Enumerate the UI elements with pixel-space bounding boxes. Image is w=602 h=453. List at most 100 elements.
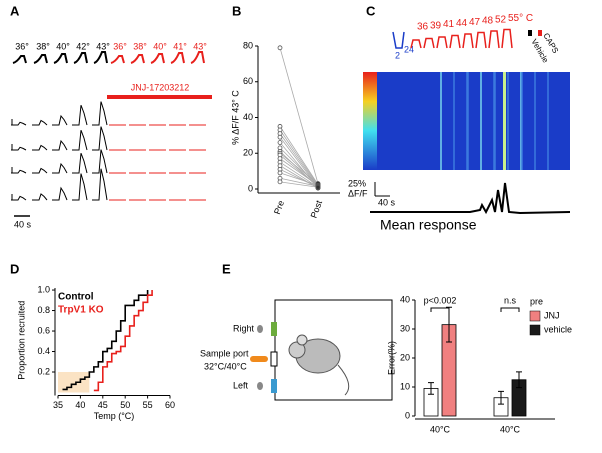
legend-label: pre: [530, 296, 543, 306]
legend-label: TrpV1 KO: [58, 305, 104, 316]
trace: [92, 149, 108, 174]
temp-label: 40°: [56, 41, 70, 51]
trace: [11, 195, 27, 201]
trace: [32, 193, 48, 201]
bracket: [430, 307, 450, 312]
temp-label: 36: [417, 22, 429, 33]
pair-line: [279, 147, 319, 186]
heatmap-stripe: [503, 72, 506, 170]
trace: [11, 146, 27, 151]
trace: [11, 121, 27, 126]
y-tick-label: 60: [243, 76, 253, 86]
x-tick-label: 40: [75, 400, 85, 410]
bracket: [500, 307, 520, 312]
stimulus: [12, 55, 27, 64]
temp-label: 36°: [15, 41, 29, 51]
point: [277, 179, 283, 185]
pair-line: [279, 181, 319, 188]
pair-line: [279, 158, 319, 186]
y-tick-label: 0.8: [37, 305, 50, 315]
error-bar: [498, 390, 504, 405]
pair-line: [279, 172, 319, 186]
legend-label: JNJ: [544, 310, 560, 320]
trace: [92, 168, 108, 201]
trace: [92, 126, 108, 151]
panel-a: JNJ-17203212 40 s 36° 38° 40° 42° 43° 36° 38° 4…: [11, 41, 212, 229]
pair-line: [279, 129, 319, 186]
heatmap-stripe: [547, 72, 549, 170]
drop: [257, 382, 263, 390]
y-tick-label: 0: [248, 183, 253, 193]
x-tick-label: 40°C: [430, 424, 451, 434]
port-sample: [270, 351, 278, 367]
panel-label: E: [222, 261, 231, 276]
stimulus: [462, 33, 474, 49]
annotation: n.s: [504, 295, 517, 305]
temp-label: 44: [456, 18, 468, 29]
y-axis-label: Proportion recruited: [16, 301, 26, 380]
legend-swatch: [529, 324, 541, 336]
stimulus: [488, 30, 500, 49]
x-axis-label: Temp (°C): [94, 411, 135, 421]
trace: [52, 162, 68, 174]
panel-label: A: [10, 3, 20, 18]
error-bar: [446, 306, 452, 343]
panel-label: B: [232, 3, 241, 18]
shade: [58, 372, 90, 393]
scale-label: 25%: [348, 178, 366, 188]
trace: [52, 114, 68, 126]
mouse-tail: [337, 364, 350, 396]
stimulus: [410, 39, 422, 49]
error-bar: [516, 371, 522, 389]
trace: [72, 173, 88, 201]
port-label: Right: [233, 323, 255, 333]
stimulus: [436, 36, 448, 49]
y-tick-label: 0.6: [37, 325, 50, 335]
port-right: [271, 322, 277, 336]
stimulus: [190, 51, 205, 64]
heatmap-stripe: [440, 72, 442, 170]
error-bar: [428, 382, 434, 395]
y-axis-label: Error(%): [386, 341, 396, 375]
stimulus: [475, 31, 487, 49]
y-axis-label: % ΔF/F 43° C: [230, 90, 240, 145]
x-tick-label: 50: [120, 400, 130, 410]
trace-label: Mean response: [380, 217, 477, 233]
panel-c: 2 24 CAPS Vehicle 25% ΔF/F 40 s Mean res…: [348, 13, 571, 233]
trace: [52, 186, 68, 201]
temp-label: 40°: [153, 41, 167, 51]
stimulus: [150, 53, 165, 64]
trace: [92, 101, 108, 126]
y-tick-label: 40: [243, 112, 253, 122]
heatmap-stripe: [467, 72, 469, 170]
x-tick-label: 45: [98, 400, 108, 410]
pair-line: [279, 47, 319, 184]
stimulus: [53, 53, 68, 64]
trace: [32, 144, 48, 151]
caps-marker: [528, 30, 532, 36]
y-tick-label: 80: [243, 40, 253, 50]
vehicle-marker: [538, 30, 542, 36]
step-line: [93, 290, 153, 392]
temp-label: 52: [495, 14, 507, 25]
drug-label: JNJ-17203212: [131, 82, 190, 92]
trace: [72, 105, 88, 126]
drug-bar: [107, 95, 212, 99]
temp-label: 43°: [96, 41, 110, 51]
y-tick-label: 0.4: [37, 346, 50, 356]
legend-swatch: [529, 310, 541, 322]
x-tick-label: Post: [309, 199, 325, 220]
y-tick-label: 20: [243, 148, 253, 158]
trace: [32, 167, 48, 174]
drop: [257, 325, 263, 333]
point: [277, 134, 283, 140]
scale-label: 40 s: [378, 197, 396, 207]
mean-trace: [370, 182, 571, 215]
y-tick-label: 10: [400, 381, 410, 391]
x-tick-label: 55: [143, 400, 153, 410]
heatmap-stripe: [534, 72, 536, 170]
heatmap-stripe: [480, 72, 482, 170]
stimulus: [423, 37, 435, 49]
scale-label: 40 s: [14, 219, 32, 229]
heatmap-stripe: [507, 72, 509, 170]
